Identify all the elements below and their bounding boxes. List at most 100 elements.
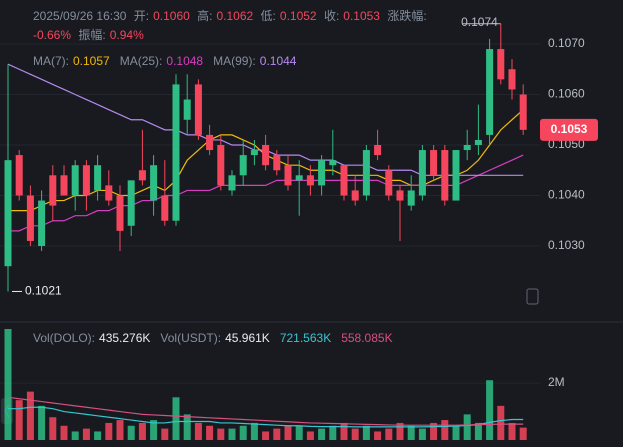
volume-bar — [329, 425, 337, 440]
candle-body — [519, 94, 527, 130]
y-tick-label: 0.1070 — [548, 36, 585, 50]
candle-body — [418, 150, 426, 196]
volume-legend: Vol(DOLO): 435.276K Vol(USDT): 45.961K 721.5… — [33, 331, 403, 345]
volume-legend-value: 435.276K — [99, 331, 151, 345]
field-value: 0.1060 — [153, 9, 190, 23]
volume-legend-name: Vol(DOLO): — [33, 331, 96, 345]
ma-legend-value: 0.1057 — [73, 54, 110, 68]
ma-legend-name: MA(7): — [33, 54, 69, 68]
volume-ma-line — [8, 406, 524, 428]
volume-bar — [127, 425, 135, 440]
candle-body — [374, 145, 382, 156]
volume-bar — [508, 422, 516, 440]
candle-body — [172, 84, 180, 221]
field-label: 低: — [260, 9, 276, 23]
candle-body — [183, 99, 191, 120]
field-label: 开: — [133, 9, 150, 23]
volume-bar — [172, 397, 180, 440]
volume-bar — [116, 420, 124, 440]
volume-bar — [262, 431, 270, 440]
candle-body — [4, 160, 12, 267]
volume-bar — [463, 414, 471, 440]
candle-body — [362, 150, 370, 196]
volume-bar — [374, 431, 382, 440]
volume-ma-line — [7, 396, 524, 426]
volume-bar — [407, 425, 415, 440]
volume-legend-name: Vol(USDT): — [160, 331, 222, 345]
y-tick-label: 2M — [548, 375, 565, 389]
field-label: 涨跌幅: — [387, 9, 427, 23]
y-tick-label: 0.1040 — [548, 188, 585, 202]
volume-bar — [486, 380, 494, 440]
candle-body — [508, 69, 516, 90]
candle-body — [38, 200, 46, 246]
candle-body — [26, 195, 34, 241]
field-value: -0.66% — [33, 28, 72, 42]
ma-legend-name: MA(99): — [213, 54, 256, 68]
candle-body — [82, 165, 90, 196]
volume-bar — [82, 428, 90, 440]
y-tick-label: 0.1030 — [548, 238, 585, 252]
candle-body — [318, 160, 326, 186]
field-value: 0.1053 — [343, 9, 380, 23]
volume-bar — [351, 428, 359, 440]
candle-body — [452, 150, 460, 201]
candle-body — [430, 150, 438, 176]
candle-body — [396, 190, 404, 201]
scale-icon[interactable] — [526, 288, 539, 305]
field-value: 0.1052 — [279, 9, 317, 23]
volume-bar — [474, 422, 482, 440]
ohlc-header-line2: -0.66% 振幅: 0.94% — [33, 26, 148, 43]
volume-bar — [217, 428, 225, 440]
price-plot — [0, 23, 540, 292]
volume-bar — [441, 420, 449, 440]
ma-line — [8, 154, 524, 232]
volume-bar — [60, 425, 68, 440]
datetime: 2025/09/26 16:30 — [33, 9, 127, 23]
candle-body — [295, 175, 303, 181]
volume-bar — [26, 391, 34, 440]
volume-bar — [194, 422, 202, 440]
candle-body — [161, 195, 169, 221]
candle-body — [116, 195, 124, 231]
high-marker-label: 0.1074 — [461, 15, 498, 29]
volume-plot — [0, 329, 540, 440]
ma-legend-value: 0.1048 — [166, 54, 204, 68]
candle-body — [262, 145, 270, 166]
volume-bar — [161, 428, 169, 440]
candle-body — [194, 84, 202, 135]
ma-legend-name: MA(25): — [119, 54, 163, 68]
volume-bar — [340, 422, 348, 440]
volume-ma-value: 558.085K — [341, 331, 393, 345]
candle-body — [228, 175, 236, 191]
last-price-tag — [540, 118, 598, 141]
volume-bar — [385, 428, 393, 440]
volume-bar — [452, 425, 460, 440]
volume-bar — [318, 428, 326, 440]
candle-body — [497, 49, 505, 80]
ohlc-header: 2025/09/26 16:30 开: 0.1060 高: 0.1062 低: 0.1… — [33, 7, 431, 24]
volume-bar — [105, 422, 113, 440]
candle-body — [306, 175, 314, 186]
candle-body — [329, 160, 337, 166]
candle-body — [284, 165, 292, 186]
volume-bar — [228, 428, 236, 440]
field-value: 0.1062 — [216, 9, 254, 23]
volume-bar — [138, 422, 146, 440]
candle-body — [206, 134, 214, 151]
volume-bar — [4, 329, 12, 440]
volume-bar — [94, 431, 102, 440]
ma-legend: MA(7): 0.1057 MA(25): 0.1048 MA(99): 0.1044 — [33, 54, 306, 68]
candle-body — [273, 155, 281, 171]
volume-bar — [183, 414, 191, 440]
volume-bar — [206, 425, 214, 440]
field-label: 高: — [197, 9, 213, 23]
volume-bar — [239, 425, 247, 440]
volume-legend-value: 45.961K — [225, 331, 270, 345]
volume-bar — [15, 400, 23, 440]
ma-legend-value: 0.1044 — [259, 54, 297, 68]
candle-body — [217, 145, 225, 186]
candle-body — [60, 175, 68, 196]
